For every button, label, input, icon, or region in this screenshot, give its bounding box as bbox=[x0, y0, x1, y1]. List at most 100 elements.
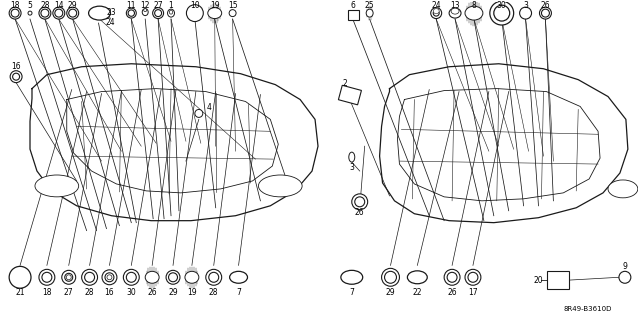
Circle shape bbox=[166, 270, 180, 284]
Circle shape bbox=[10, 71, 22, 83]
Circle shape bbox=[490, 1, 514, 25]
Ellipse shape bbox=[451, 8, 459, 14]
Ellipse shape bbox=[35, 175, 79, 197]
Circle shape bbox=[385, 271, 396, 283]
Text: 29: 29 bbox=[68, 1, 77, 10]
Bar bbox=[339, 85, 362, 105]
Ellipse shape bbox=[608, 180, 638, 198]
Circle shape bbox=[9, 266, 31, 288]
Circle shape bbox=[62, 270, 76, 284]
Circle shape bbox=[55, 9, 63, 17]
Text: 8R49-B3610D: 8R49-B3610D bbox=[564, 306, 612, 312]
Text: 5: 5 bbox=[28, 1, 33, 10]
Circle shape bbox=[431, 8, 442, 19]
Bar bbox=[547, 271, 569, 289]
Text: 11: 11 bbox=[127, 1, 136, 10]
Circle shape bbox=[42, 272, 52, 282]
Ellipse shape bbox=[349, 152, 355, 162]
Circle shape bbox=[67, 7, 79, 19]
Text: 29: 29 bbox=[168, 288, 178, 297]
Circle shape bbox=[39, 7, 51, 19]
Text: 15: 15 bbox=[228, 1, 237, 10]
Text: 30: 30 bbox=[127, 288, 136, 297]
Circle shape bbox=[186, 5, 204, 22]
Text: 27: 27 bbox=[154, 1, 163, 10]
Circle shape bbox=[209, 272, 219, 282]
Circle shape bbox=[67, 275, 71, 280]
Text: 18: 18 bbox=[10, 1, 20, 10]
Text: 4: 4 bbox=[206, 103, 211, 112]
Ellipse shape bbox=[408, 271, 428, 284]
Circle shape bbox=[102, 270, 117, 285]
Text: 18: 18 bbox=[42, 288, 52, 297]
Circle shape bbox=[153, 8, 164, 19]
Ellipse shape bbox=[208, 8, 221, 19]
Text: 2: 2 bbox=[342, 79, 348, 88]
Text: 10: 10 bbox=[190, 1, 200, 10]
Text: 30: 30 bbox=[497, 1, 507, 10]
Text: 26: 26 bbox=[355, 208, 365, 217]
Circle shape bbox=[13, 73, 20, 80]
Circle shape bbox=[39, 269, 55, 285]
Circle shape bbox=[520, 7, 532, 19]
Circle shape bbox=[126, 8, 136, 18]
Ellipse shape bbox=[341, 270, 363, 284]
Circle shape bbox=[68, 9, 77, 17]
Text: 9: 9 bbox=[623, 262, 627, 271]
Circle shape bbox=[11, 9, 19, 17]
Ellipse shape bbox=[170, 10, 173, 14]
Ellipse shape bbox=[366, 9, 373, 17]
Text: 19: 19 bbox=[210, 1, 220, 10]
Circle shape bbox=[41, 9, 49, 17]
Text: 24: 24 bbox=[106, 18, 115, 26]
Circle shape bbox=[128, 10, 134, 16]
Circle shape bbox=[105, 273, 114, 282]
Text: 21: 21 bbox=[15, 288, 25, 297]
Ellipse shape bbox=[142, 9, 148, 16]
Circle shape bbox=[433, 10, 439, 16]
Circle shape bbox=[229, 10, 236, 17]
Circle shape bbox=[355, 197, 365, 207]
Ellipse shape bbox=[185, 271, 199, 283]
Text: 26: 26 bbox=[447, 288, 457, 297]
Text: 7: 7 bbox=[236, 288, 241, 297]
Text: 24: 24 bbox=[431, 1, 441, 10]
Text: 26: 26 bbox=[147, 288, 157, 297]
Text: 20: 20 bbox=[534, 276, 543, 285]
Ellipse shape bbox=[88, 6, 111, 20]
Text: 6: 6 bbox=[350, 1, 355, 10]
Text: 29: 29 bbox=[386, 288, 396, 297]
Circle shape bbox=[124, 269, 140, 285]
Text: 19: 19 bbox=[187, 288, 196, 297]
Circle shape bbox=[9, 7, 21, 19]
Text: 22: 22 bbox=[413, 288, 422, 297]
Text: 27: 27 bbox=[64, 288, 74, 297]
Text: 1: 1 bbox=[169, 1, 173, 10]
Circle shape bbox=[195, 109, 203, 117]
Ellipse shape bbox=[465, 6, 483, 20]
Text: 23: 23 bbox=[107, 8, 116, 17]
Text: 16: 16 bbox=[105, 288, 115, 297]
Text: 28: 28 bbox=[40, 1, 50, 10]
Text: 13: 13 bbox=[451, 1, 460, 10]
Ellipse shape bbox=[230, 271, 248, 283]
Circle shape bbox=[84, 272, 95, 282]
Circle shape bbox=[444, 269, 460, 285]
Text: 3: 3 bbox=[349, 163, 354, 172]
Circle shape bbox=[126, 272, 136, 282]
Text: 25: 25 bbox=[365, 1, 374, 10]
Circle shape bbox=[465, 269, 481, 285]
Text: 12: 12 bbox=[140, 1, 150, 10]
Circle shape bbox=[541, 9, 549, 17]
Circle shape bbox=[540, 7, 552, 19]
Circle shape bbox=[468, 272, 478, 282]
Circle shape bbox=[494, 5, 509, 21]
Text: 17: 17 bbox=[468, 288, 477, 297]
Ellipse shape bbox=[433, 9, 439, 14]
Text: 28: 28 bbox=[209, 288, 218, 297]
Circle shape bbox=[155, 10, 161, 17]
Circle shape bbox=[65, 273, 73, 281]
Ellipse shape bbox=[259, 175, 302, 197]
Text: 14: 14 bbox=[54, 1, 63, 10]
Text: 16: 16 bbox=[12, 62, 21, 71]
